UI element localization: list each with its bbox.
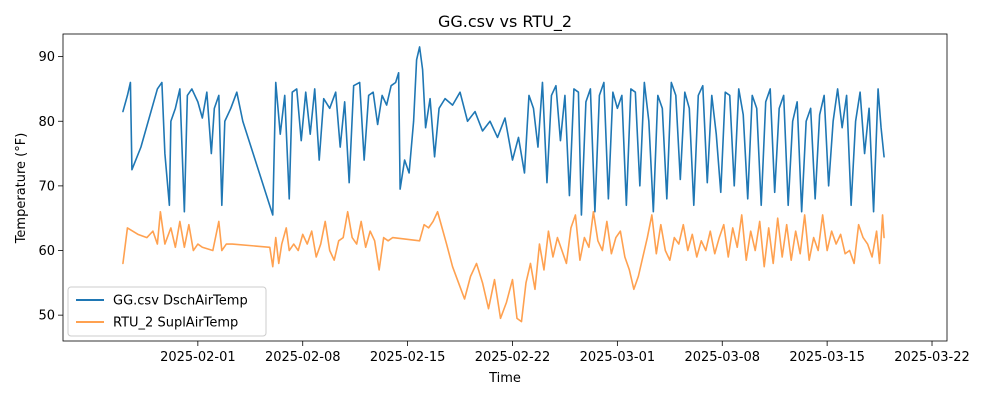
series-line-1 — [122, 46, 885, 216]
y-tick-label: 50 — [38, 309, 55, 324]
x-tick-label: 2025-03-22 — [894, 350, 970, 365]
x-tick-label: 2025-03-01 — [580, 350, 656, 365]
legend-box — [67, 286, 267, 337]
legend-label-2: RTU_2 SuplAirTemp — [113, 316, 238, 331]
y-tick-label: 90 — [38, 50, 55, 65]
x-axis-label: Time — [488, 371, 521, 386]
x-tick-label: 2025-02-15 — [370, 350, 446, 365]
y-tick-label: 60 — [38, 244, 55, 259]
x-tick-label: 2025-02-08 — [265, 350, 341, 365]
x-axis: 2025-02-01 2025-02-08 2025-02-15 2025-02-22… — [160, 341, 970, 365]
y-tick-label: 80 — [38, 115, 55, 130]
legend-label-1: GG.csv DschAirTemp — [113, 294, 248, 309]
plot-area — [122, 46, 885, 323]
x-tick-label: 2025-02-22 — [475, 350, 551, 365]
x-tick-label: 2025-03-08 — [684, 350, 760, 365]
chart-title: GG.csv vs RTU_2 — [438, 12, 572, 32]
x-tick-label: 2025-02-01 — [160, 350, 236, 365]
y-axis-label: Temperature (°F) — [14, 133, 29, 245]
y-axis: 50 60 70 80 90 — [38, 50, 63, 324]
series-line-2 — [122, 210, 885, 323]
y-tick-label: 70 — [38, 179, 55, 194]
axes-frame — [62, 33, 948, 342]
legend: GG.csv DschAirTemp RTU_2 SuplAirTemp — [67, 286, 267, 337]
x-tick-label: 2025-03-15 — [789, 350, 865, 365]
